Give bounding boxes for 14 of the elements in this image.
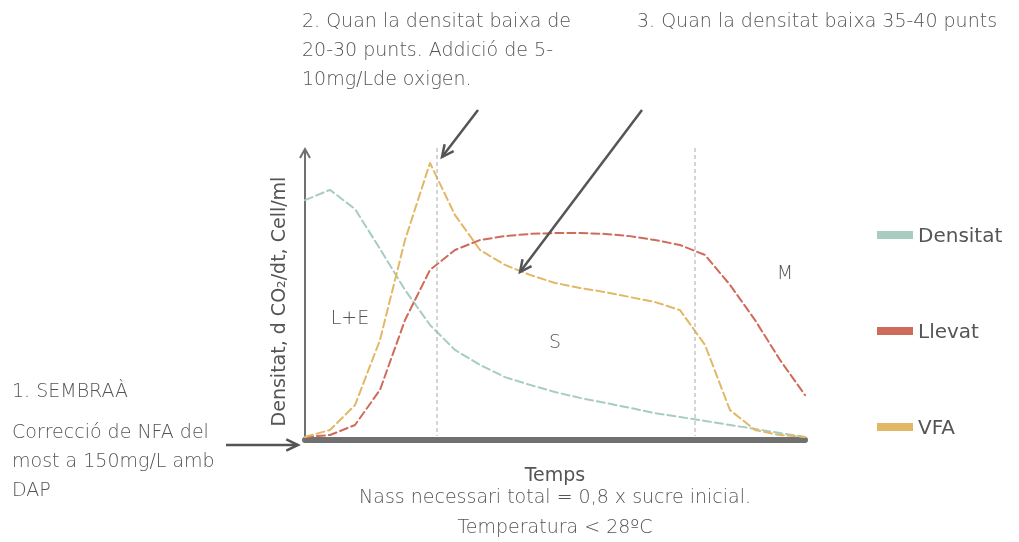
annotation: M xyxy=(775,260,795,285)
legend-label: Llevat xyxy=(918,319,980,343)
text: Correcció de NFA del most a 150mg/L amb DAP xyxy=(12,419,216,502)
legend-label: Densitat xyxy=(918,223,1003,247)
legend-label: VFA xyxy=(918,415,956,439)
x-axis-title: Temps xyxy=(523,462,586,485)
text: 2. Quan la densitat baixa de 20-30 punts. Addició de 5-10mg/Lde oxigen. xyxy=(302,8,573,91)
text: Temperatura < 28ºC xyxy=(456,514,654,539)
text: Nass necessari total = 0,8 x sucre inicial. xyxy=(359,485,751,507)
annotation: S xyxy=(547,329,563,354)
y-axis-title: Densitat, d CO₂/dt, Cell/ml xyxy=(266,176,289,427)
text: 3. Quan la densitat baixa 35-40 punts xyxy=(637,8,999,33)
text: 1. SEMBRAÀ xyxy=(12,378,130,403)
annotation: L+E xyxy=(329,305,371,330)
